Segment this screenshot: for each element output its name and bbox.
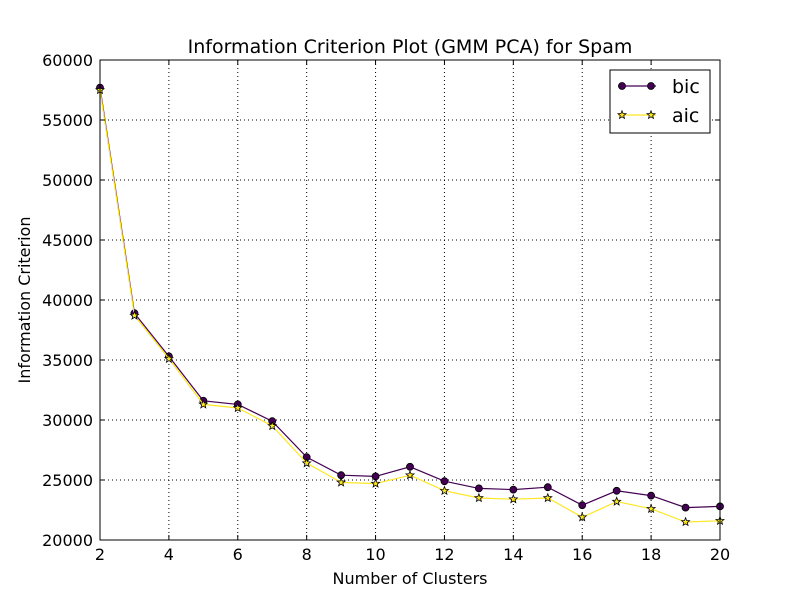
data-point-aic bbox=[577, 511, 588, 522]
y-tick-label: 55000 bbox=[42, 111, 93, 130]
y-tick-label: 45000 bbox=[42, 231, 93, 250]
data-point-aic bbox=[473, 492, 484, 503]
data-point-bic bbox=[509, 485, 518, 494]
data-point-bic bbox=[474, 484, 483, 493]
data-point-aic bbox=[680, 516, 691, 527]
legend-marker-bic bbox=[647, 82, 655, 90]
x-tick-label: 10 bbox=[365, 545, 385, 564]
legend-label-bic: bic bbox=[672, 76, 700, 98]
y-tick-label: 50000 bbox=[42, 171, 93, 190]
x-tick-label: 16 bbox=[572, 545, 592, 564]
data-point-aic bbox=[267, 420, 278, 431]
series-layer bbox=[94, 83, 726, 527]
data-point-bic bbox=[681, 503, 690, 512]
data-point-bic bbox=[612, 486, 621, 495]
legend-marker-aic bbox=[645, 109, 657, 120]
data-point-aic bbox=[232, 402, 243, 413]
data-point-aic bbox=[542, 492, 553, 503]
x-tick-label: 8 bbox=[302, 545, 312, 564]
x-tick-label: 4 bbox=[164, 545, 174, 564]
legend-marker-aic bbox=[616, 109, 628, 120]
y-tick-label: 20000 bbox=[42, 531, 93, 550]
y-tick-label: 25000 bbox=[42, 471, 93, 490]
data-point-aic bbox=[404, 469, 416, 480]
x-tick-label: 12 bbox=[434, 545, 454, 564]
legend-marker-bic bbox=[618, 82, 626, 90]
y-tick-label: 30000 bbox=[42, 411, 93, 430]
legend-label-aic: aic bbox=[672, 105, 699, 127]
data-point-aic bbox=[508, 493, 519, 504]
legend-box bbox=[609, 69, 711, 134]
data-point-aic bbox=[611, 496, 622, 506]
data-point-bic bbox=[440, 477, 449, 486]
x-tick-label: 2 bbox=[95, 545, 105, 564]
y-tick-label: 40000 bbox=[42, 291, 93, 310]
data-point-aic bbox=[336, 477, 347, 487]
data-point-aic bbox=[129, 310, 140, 320]
x-axis-label: Number of Clusters bbox=[333, 569, 488, 588]
data-point-aic bbox=[646, 503, 657, 514]
data-point-aic bbox=[370, 478, 381, 488]
legend: bic aic bbox=[609, 69, 711, 134]
data-point-bic bbox=[543, 483, 552, 492]
y-tick-label: 60000 bbox=[42, 51, 93, 70]
x-tick-label: 14 bbox=[503, 545, 523, 564]
data-point-aic bbox=[198, 399, 209, 409]
y-tick-label: 35000 bbox=[42, 351, 93, 370]
data-point-bic bbox=[578, 501, 587, 510]
x-tick-label: 6 bbox=[233, 545, 243, 564]
ticks: 2 4 6 8 10 12 14 16 18 20 20000 25000 30000 35000 4000… bbox=[42, 51, 730, 564]
data-point-aic bbox=[301, 457, 312, 468]
data-point-aic bbox=[439, 485, 450, 496]
x-tick-label: 20 bbox=[710, 545, 730, 564]
y-axis-label: Information Criterion bbox=[15, 217, 34, 384]
data-point-bic bbox=[406, 462, 414, 471]
data-point-aic bbox=[163, 353, 174, 364]
x-tick-label: 18 bbox=[641, 545, 661, 564]
data-point-bic bbox=[647, 491, 656, 500]
chart-title: Information Criterion Plot (GMM PCA) for… bbox=[188, 36, 633, 58]
